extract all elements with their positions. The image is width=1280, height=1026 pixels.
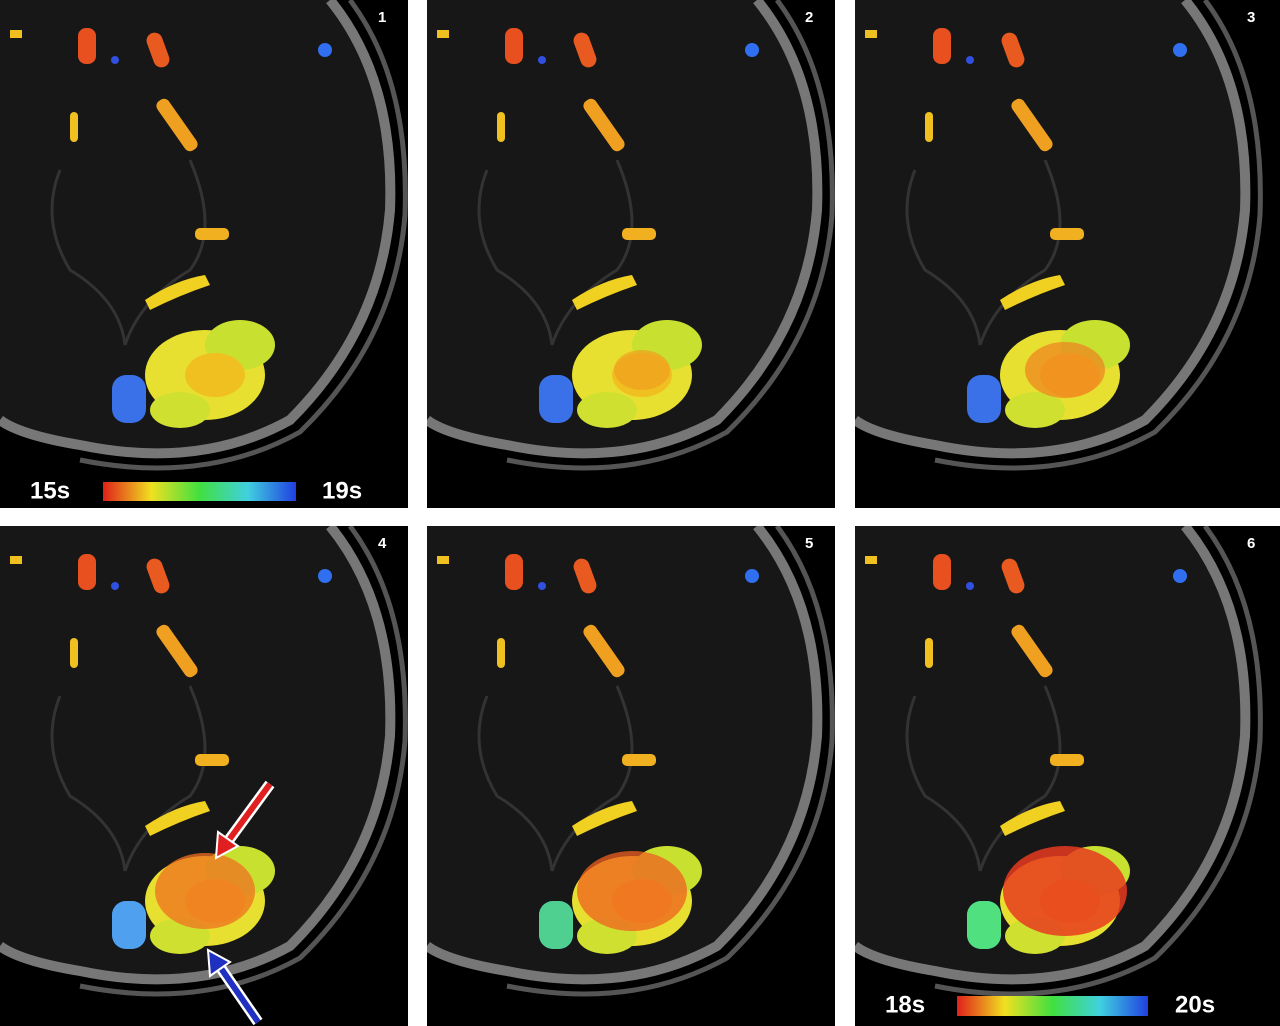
colorbar-gradient <box>957 996 1148 1016</box>
colorbar: 15s 19s <box>30 477 362 504</box>
panel: 3 <box>855 0 1280 510</box>
panel: 1 <box>0 0 430 510</box>
panel-number: 6 <box>1247 535 1255 552</box>
panel-number: 5 <box>805 535 813 552</box>
panel-number: 3 <box>1247 9 1255 26</box>
panel: 5 <box>427 526 857 1026</box>
colorbar-min-label: 18s <box>885 991 925 1018</box>
panel: 2 <box>427 0 857 510</box>
colorbar-max-label: 20s <box>1175 991 1215 1018</box>
arrow <box>214 780 275 860</box>
colorbar-min-label: 15s <box>30 477 70 504</box>
arrow <box>206 948 263 1026</box>
panel-number: 4 <box>378 535 387 552</box>
panel: 6 <box>855 526 1280 1026</box>
colorbar: 18s 20s <box>885 991 1215 1018</box>
colorbar-gradient <box>103 482 296 501</box>
panel-number: 1 <box>378 9 386 26</box>
panel: 4 <box>0 526 430 1026</box>
panel-number: 2 <box>805 9 813 26</box>
colorbar-max-label: 19s <box>322 477 362 504</box>
